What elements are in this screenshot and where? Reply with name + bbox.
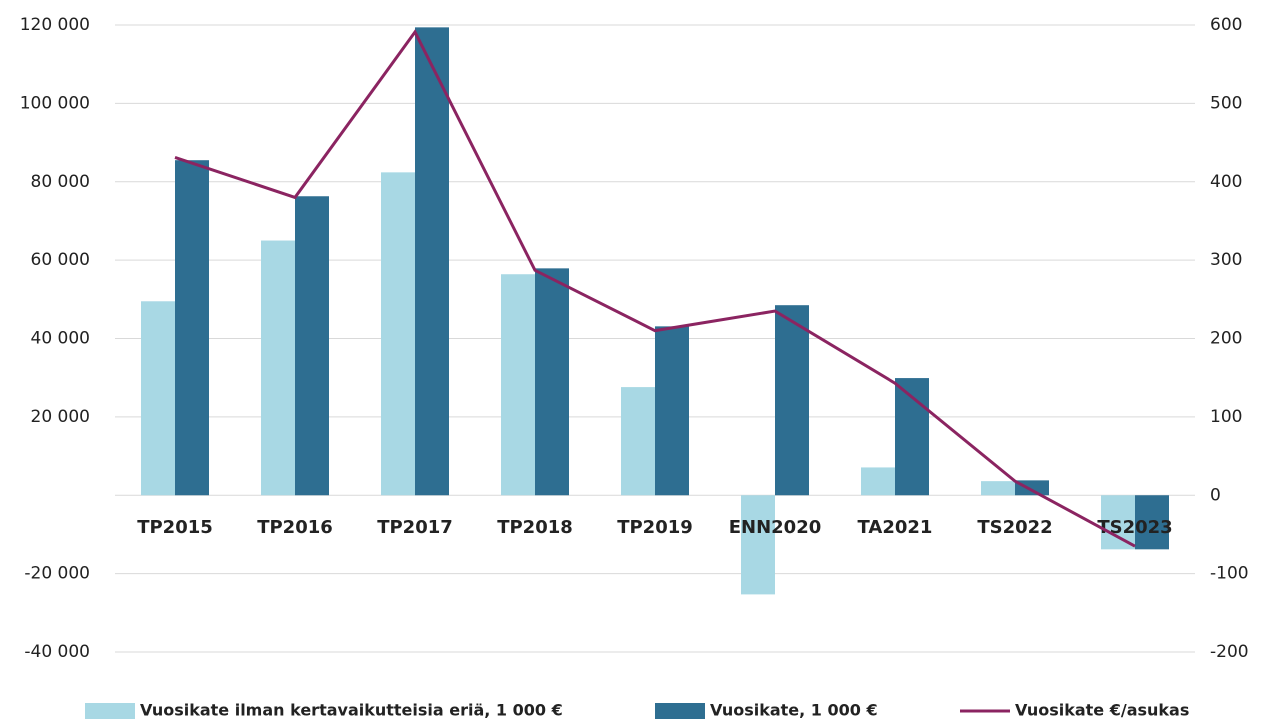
y-tick-label: 100 000 xyxy=(20,93,90,113)
x-tick-label: ENN2020 xyxy=(729,517,822,538)
y-tick-label: 40 000 xyxy=(31,329,90,349)
bar xyxy=(621,387,655,496)
x-tick-label: TP2018 xyxy=(497,517,573,538)
bar xyxy=(1101,495,1135,550)
bar xyxy=(861,467,895,496)
legend-label: Vuosikate €/asukas xyxy=(1015,701,1189,720)
x-tick-label: TA2021 xyxy=(858,517,933,538)
y-tick-label: 20 000 xyxy=(31,407,90,427)
y2-tick-label: 100 xyxy=(1210,407,1242,427)
y2-tick-label: 300 xyxy=(1210,250,1242,270)
x-tick-label: TP2015 xyxy=(137,517,213,538)
legend-swatch xyxy=(655,703,705,719)
y-tick-label: 80 000 xyxy=(31,172,90,192)
y2-tick-label: 400 xyxy=(1210,172,1242,192)
bar xyxy=(175,160,209,496)
bar xyxy=(981,481,1015,496)
y2-tick-label: 200 xyxy=(1210,329,1242,349)
x-tick-label: TS2022 xyxy=(977,517,1052,538)
bar xyxy=(141,301,175,496)
legend-swatch xyxy=(85,703,135,719)
bar xyxy=(295,196,329,496)
x-tick-label: TP2019 xyxy=(617,517,693,538)
y2-tick-label: 0 xyxy=(1210,485,1221,505)
line xyxy=(174,29,1136,548)
bar xyxy=(655,326,689,496)
y-tick-label: -40 000 xyxy=(24,642,90,662)
bar xyxy=(501,274,535,496)
y2-tick-label: -100 xyxy=(1210,564,1249,584)
bar xyxy=(381,172,415,496)
bar xyxy=(741,495,775,595)
y-tick-label: 60 000 xyxy=(31,250,90,270)
y2-tick-label: -200 xyxy=(1210,642,1249,662)
legend-label: Vuosikate ilman kertavaikutteisia eriä, … xyxy=(140,701,563,720)
y-tick-label: -20 000 xyxy=(24,564,90,584)
bar xyxy=(415,27,449,496)
bar xyxy=(261,240,295,496)
x-tick-label: TP2016 xyxy=(257,517,333,538)
legend-label: Vuosikate, 1 000 € xyxy=(710,701,878,720)
bar xyxy=(535,268,569,496)
y2-tick-label: 600 xyxy=(1210,15,1242,35)
y-tick-label: 120 000 xyxy=(20,15,90,35)
x-tick-label: TP2017 xyxy=(377,517,453,538)
y2-tick-label: 500 xyxy=(1210,93,1242,113)
x-tick-label: TS2023 xyxy=(1097,517,1172,538)
bar xyxy=(1135,495,1169,550)
bar xyxy=(775,305,809,496)
